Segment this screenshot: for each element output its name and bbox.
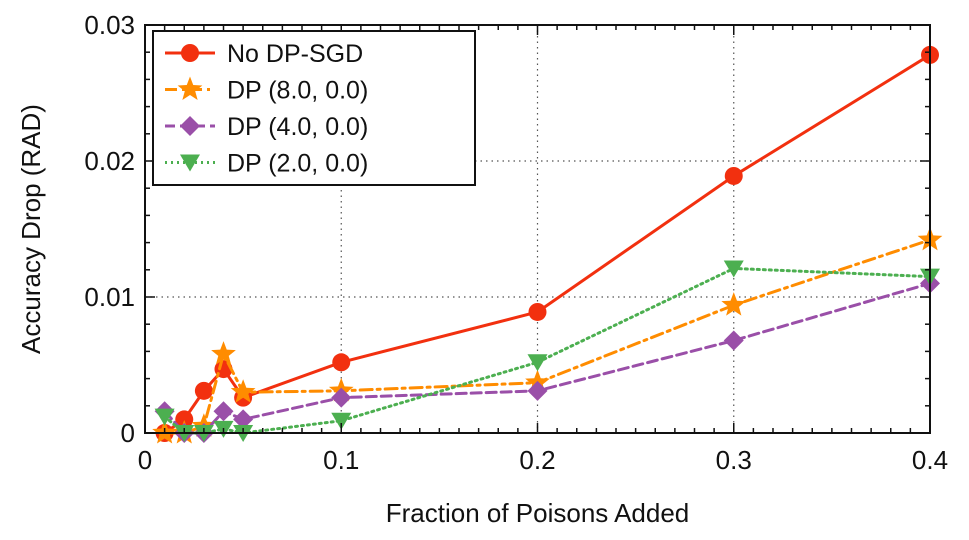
data-point	[331, 387, 352, 408]
legend-marker	[180, 154, 200, 172]
y-tick-label: 0.02	[84, 146, 135, 176]
legend-label: DP (8.0, 0.0)	[227, 77, 368, 105]
legend-marker	[180, 116, 200, 136]
series-line	[163, 238, 932, 435]
legend-label: DP (4.0, 0.0)	[227, 113, 368, 141]
legend-box	[152, 30, 476, 186]
legend-marker	[181, 44, 199, 62]
legend-label: DP (2.0, 0.0)	[227, 150, 368, 178]
series-2	[152, 226, 943, 444]
data-point	[233, 409, 254, 430]
series-4	[154, 260, 940, 442]
x-tick-label: 0.2	[519, 445, 555, 475]
legend-item: DP (2.0, 0.0)	[165, 150, 368, 178]
y-tick-label: 0	[121, 418, 135, 448]
legend-label: No DP-SGD	[227, 40, 363, 68]
x-tick-label: 0.3	[716, 445, 752, 475]
series-1	[155, 45, 939, 442]
y-tick-label: 0.01	[84, 282, 135, 312]
series-line	[163, 266, 932, 435]
data-point	[527, 380, 548, 401]
data-point	[175, 410, 194, 429]
legend-item: No DP-SGD	[165, 40, 363, 68]
data-point	[211, 341, 236, 365]
x-tick-label: 0.4	[912, 445, 948, 475]
legend-item: DP (4.0, 0.0)	[165, 113, 368, 141]
y-axis-title: Accuracy Drop (RAD)	[16, 104, 46, 354]
data-point	[724, 166, 743, 185]
y-tick-label: 0.03	[84, 10, 135, 40]
x-tick-label: 0.1	[323, 445, 359, 475]
data-point	[527, 354, 548, 372]
data-point	[721, 292, 747, 316]
data-point	[213, 401, 234, 422]
data-point	[230, 379, 256, 403]
legend-item: DP (8.0, 0.0)	[165, 76, 368, 105]
series-layer	[152, 45, 943, 444]
data-point	[194, 381, 213, 400]
legend-marker	[177, 76, 203, 101]
data-point	[331, 412, 352, 430]
series-3	[154, 273, 940, 443]
data-point	[332, 353, 351, 372]
grid	[145, 25, 930, 433]
data-point	[528, 302, 547, 321]
data-point	[154, 408, 175, 426]
axis-ticks	[144, 24, 931, 434]
data-point	[723, 330, 744, 351]
x-tick-label: 0	[138, 445, 152, 475]
x-axis-title: Fraction of Poisons Added	[386, 498, 690, 528]
legend: No DP-SGD DP (8.0, 0.0) DP (4.0, 0.0) DP (2…	[152, 30, 476, 186]
data-point	[723, 260, 744, 278]
tick-labels: 0 0.1 0.2 0.3 0.4 0 0.01 0.02 0.03	[84, 10, 948, 475]
